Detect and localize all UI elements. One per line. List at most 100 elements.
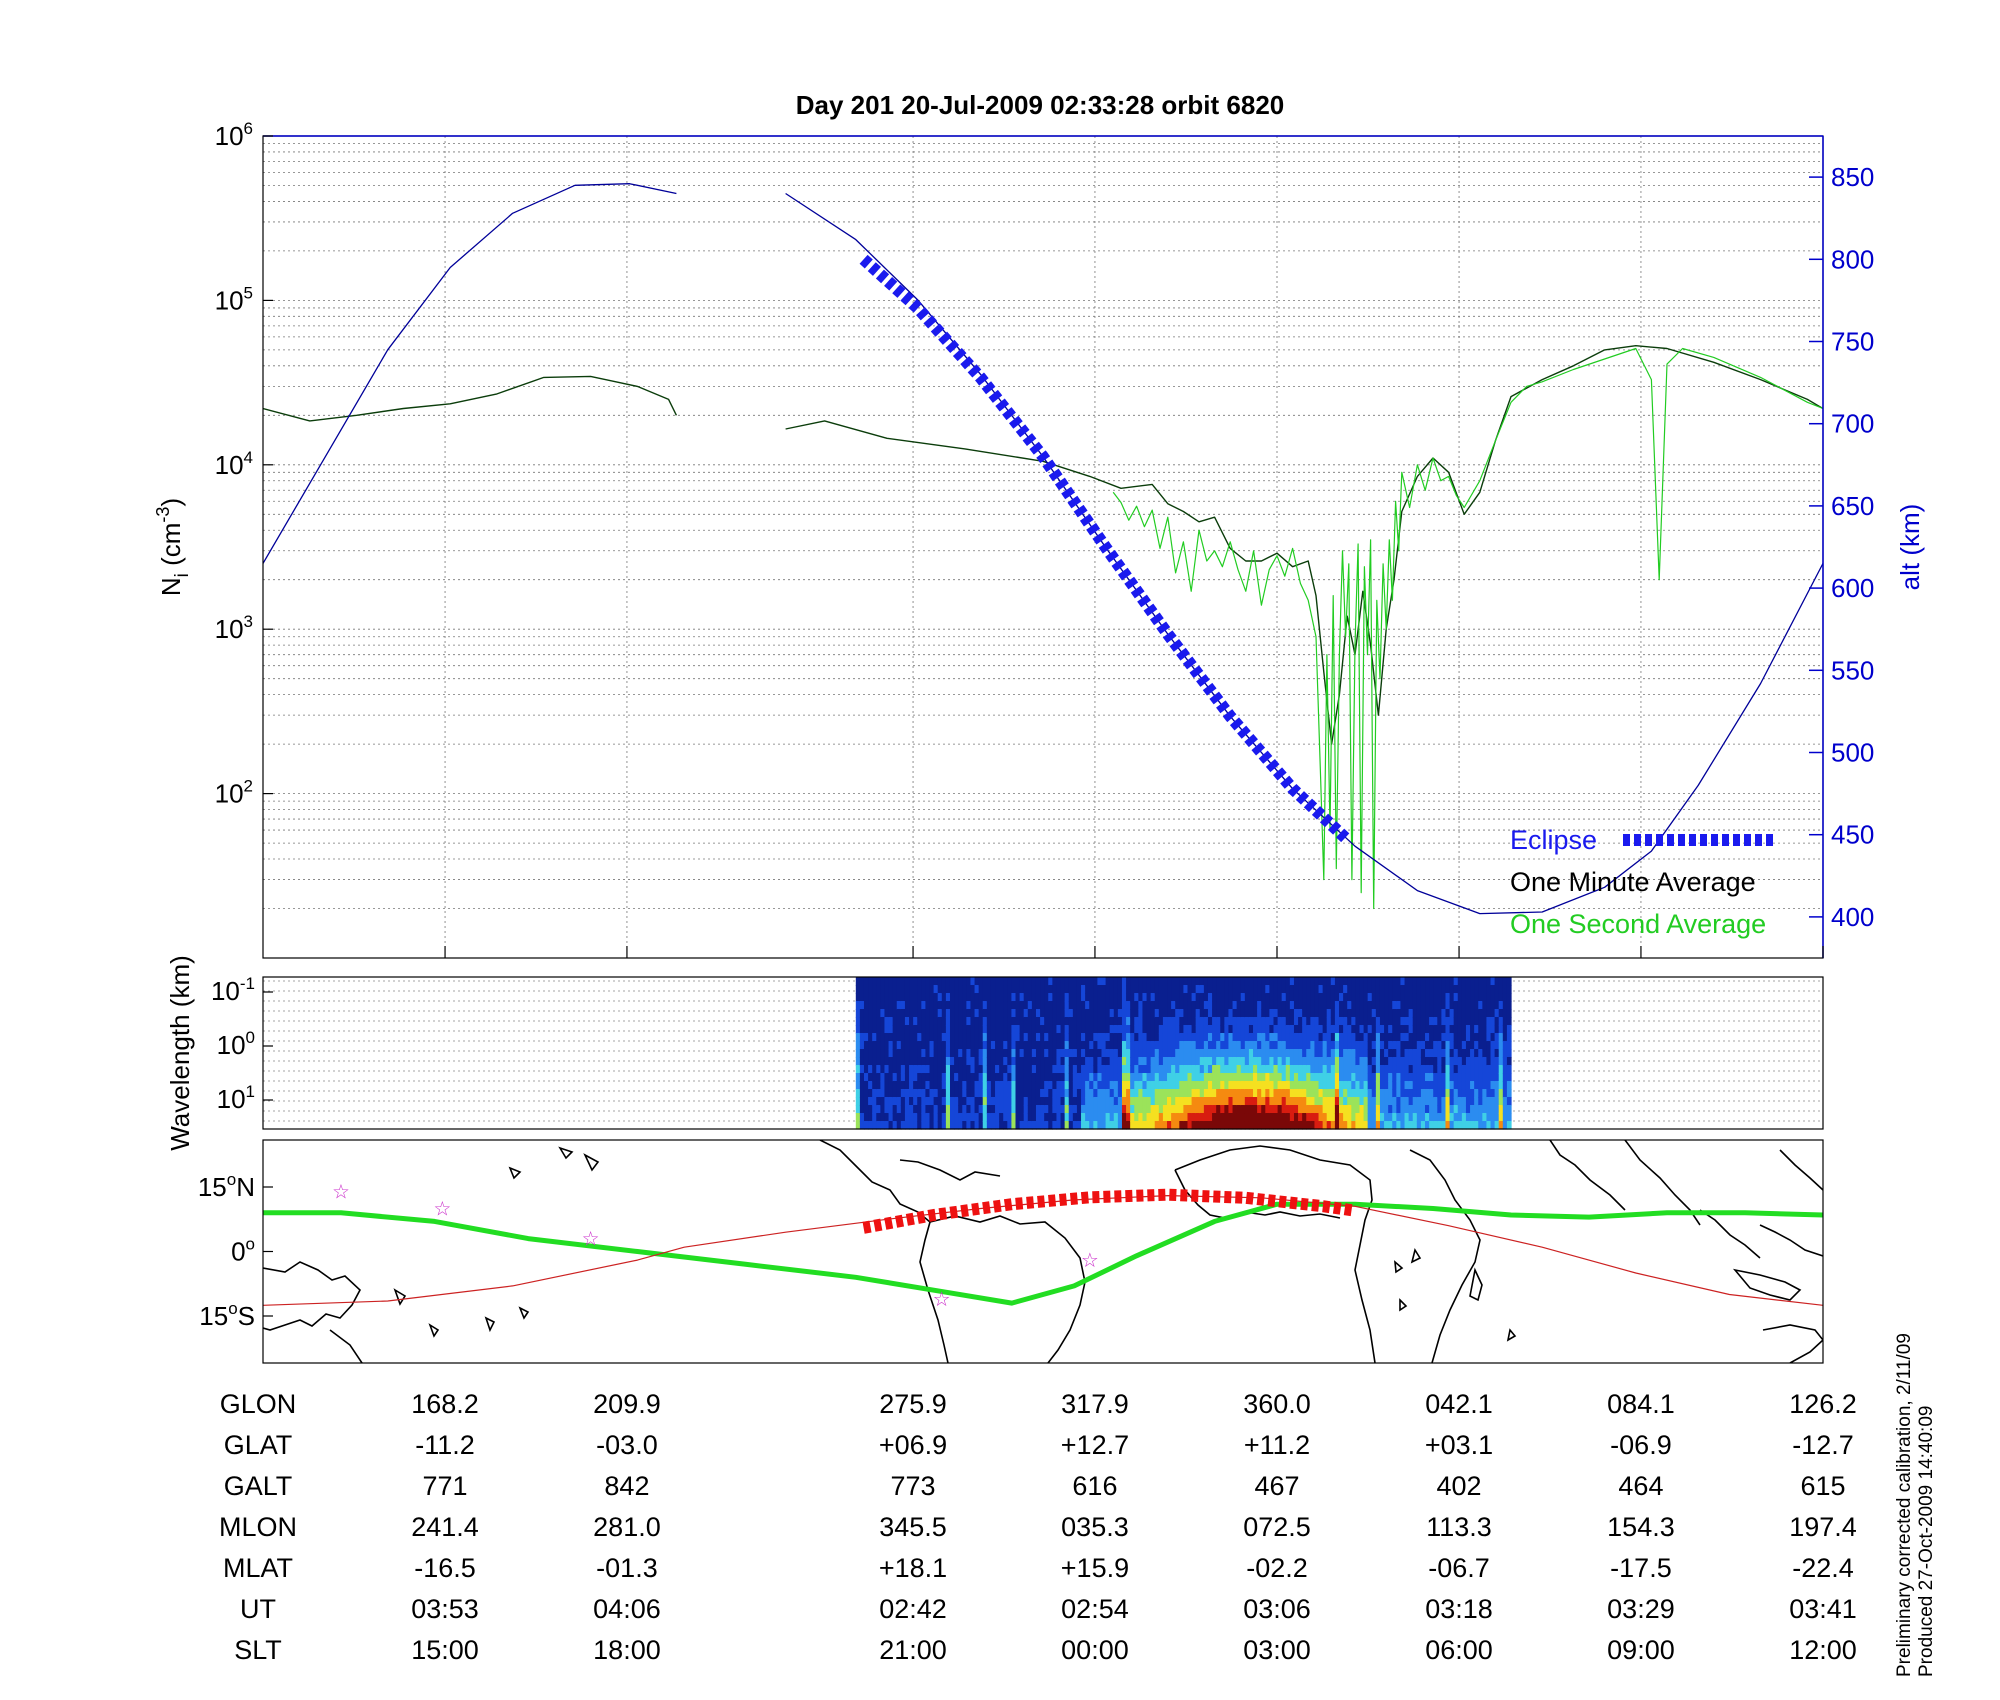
spectrogram-cell (896, 1081, 902, 1090)
spectrogram-cell (1064, 1041, 1070, 1050)
spectrogram-cell (1236, 1025, 1242, 1034)
spectrogram-cell (1404, 1073, 1410, 1082)
spectrogram-cell (1355, 1025, 1361, 1034)
spectrogram-cell (1470, 977, 1475, 986)
spectrogram-cell (1441, 985, 1447, 994)
spectrogram-cell (1384, 985, 1389, 994)
spectrogram-cell (1416, 1081, 1422, 1090)
spectrogram-cell (872, 1073, 877, 1082)
spectrogram-cell (1298, 1009, 1303, 1018)
spectrogram-cell (1109, 1097, 1115, 1106)
spectrogram-cell (1465, 993, 1471, 1002)
spectrogram-cell (1175, 1097, 1180, 1106)
spectrogram-cell (1064, 977, 1070, 986)
spectrogram-cell (1060, 1009, 1066, 1018)
spectrogram-cell (1224, 1009, 1230, 1018)
spectrogram-cell (1453, 977, 1459, 986)
spectrogram-cell (929, 1025, 935, 1034)
spectrogram-cell (1498, 1001, 1504, 1010)
spectrogram-cell (1261, 1121, 1266, 1130)
spectrogram-cell (1162, 977, 1168, 986)
spectrogram-cell (1138, 1081, 1144, 1090)
spectrogram-cell (1269, 1073, 1275, 1082)
spectrogram-cell (1060, 985, 1066, 994)
spectrogram-cell (990, 1033, 996, 1042)
spectrogram-cell (1048, 1001, 1053, 1010)
spectrogram-cell (1138, 1025, 1144, 1034)
spectrogram-cell (1126, 1073, 1131, 1082)
spectrogram-cell (1019, 1041, 1025, 1050)
spectrogram-cell (1265, 1025, 1270, 1034)
spectrogram-cell (909, 1105, 914, 1114)
spectrogram-cell (1093, 1097, 1099, 1106)
spectrogram-cell (999, 1049, 1004, 1058)
spectrogram-cell (1207, 1049, 1213, 1058)
spectrogram-cell (1396, 1105, 1402, 1114)
spectrogram-cell (1437, 993, 1442, 1002)
spectrogram-cell (1502, 1001, 1508, 1010)
spectrogram-cell (1502, 1025, 1508, 1034)
spectrogram-cell (1298, 1001, 1303, 1010)
spectrogram-cell (1269, 1121, 1275, 1130)
spectrogram-cell (1171, 1025, 1176, 1034)
spectrogram-cell (954, 1025, 959, 1034)
spectrogram-cell (1162, 1105, 1168, 1114)
spectrogram-cell (1445, 1097, 1451, 1106)
spectrogram-cell (1408, 1041, 1414, 1050)
spectrogram-cell (958, 993, 963, 1002)
spectrogram-cell (1351, 1113, 1356, 1122)
spectrogram-cell (1502, 985, 1508, 994)
spectrogram-cell (1228, 1009, 1234, 1018)
spectrogram-cell (884, 1113, 890, 1122)
spectrogram-cell (954, 1113, 959, 1122)
spectrogram-cell (1285, 1009, 1291, 1018)
spectrogram-cell (1130, 1001, 1135, 1010)
spectrogram-cell (1044, 1033, 1049, 1042)
spectrogram-cell (1384, 1017, 1389, 1026)
spectrogram-cell (1117, 1121, 1123, 1130)
spectrogram-cell (1248, 1097, 1254, 1106)
spectrogram-cell (1347, 993, 1352, 1002)
spectrogram-cell (1363, 1017, 1369, 1026)
spectrogram-cell (1277, 1017, 1283, 1026)
spectrogram-cell (1240, 1041, 1246, 1050)
spectrogram-cell (1027, 1009, 1033, 1018)
spectrogram-cell (1019, 1057, 1025, 1066)
eclipse-series (859, 254, 1352, 844)
spectrogram-cell (1134, 985, 1139, 994)
magnetic-equator-line (263, 1201, 1823, 1306)
spectrogram-cell (1142, 993, 1148, 1002)
spectrogram-cell (1277, 1041, 1283, 1050)
spectrogram-cell (925, 977, 931, 986)
spectrogram-cell (859, 1049, 865, 1058)
spectrogram-cell (1334, 1033, 1340, 1042)
spectrogram-cell (1478, 1097, 1483, 1106)
spectrogram-cell (1367, 1033, 1373, 1042)
spectrogram-cell (1429, 1105, 1434, 1114)
spectrogram-cell (1007, 1017, 1013, 1026)
spectrogram-cell (1003, 1033, 1008, 1042)
spectrogram-cell (900, 1113, 906, 1122)
spectrogram-cell (937, 1073, 943, 1082)
spectrogram-cell (1453, 1081, 1459, 1090)
spectrogram-cell (1236, 993, 1242, 1002)
spectrogram-cell (1490, 1065, 1496, 1074)
spectrogram-cell (1183, 1073, 1189, 1082)
spectrogram-cell (1248, 977, 1254, 986)
spectrogram-cell (1285, 1001, 1291, 1010)
spectrogram-cell (1093, 1057, 1099, 1066)
spectrogram-cell (1490, 1097, 1496, 1106)
spectrogram-cell (1097, 1057, 1103, 1066)
y2-tick-label: 550 (1831, 655, 1874, 685)
spectrogram-cell (949, 993, 955, 1002)
spectrogram-cell (1056, 1033, 1062, 1042)
spectrogram-cell (1298, 977, 1303, 986)
spectrogram-cell (1412, 1009, 1418, 1018)
spectrogram-cell (1085, 977, 1090, 986)
spectrogram-cell (1105, 1025, 1111, 1034)
spectrogram-cell (1285, 1089, 1291, 1098)
spectrogram-cell (1146, 1033, 1152, 1042)
spectrogram-cell (888, 1121, 894, 1130)
spectrogram-cell (1191, 1081, 1197, 1090)
y2-tick-label: 750 (1831, 327, 1874, 357)
